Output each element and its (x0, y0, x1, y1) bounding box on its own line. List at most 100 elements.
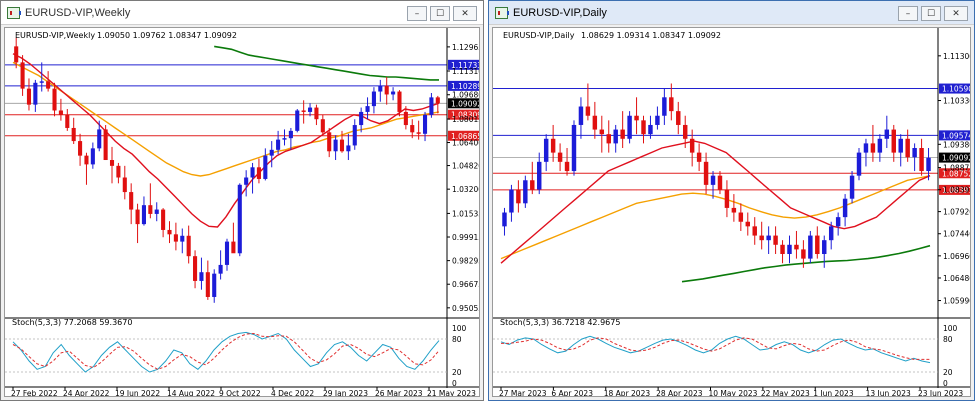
bull-candle (766, 235, 771, 241)
stoch-level-label: 80 (452, 335, 462, 344)
bear-candle (641, 120, 646, 135)
bear-candle (435, 97, 440, 104)
bear-candle (339, 139, 345, 152)
bull-candle (346, 145, 351, 152)
bull-candle (502, 212, 507, 227)
current-level-tag (448, 98, 479, 109)
bear-candle (122, 177, 127, 193)
bear-candle (620, 129, 625, 139)
price-tick-label: 1.01535 (452, 209, 480, 218)
daily-window-title: EURUSD-VIP,Daily (513, 6, 607, 19)
bull-candle (269, 149, 274, 156)
daily-close-button[interactable]: ✕ (944, 6, 968, 21)
bear-candle (20, 62, 25, 89)
bear-candle (724, 189, 730, 208)
red-level-tag (448, 109, 479, 120)
stoch-signal-line (501, 337, 930, 360)
daily-chart-area[interactable]: 1.10590 1.09574 1.09092 1.08752 1.08391 1.11… (492, 27, 971, 397)
bear-candle (116, 165, 121, 178)
price-tick-label: 1.08015 (452, 115, 480, 124)
price-tick-label: 1.08395 (943, 186, 971, 195)
weekly-restore-button[interactable]: ☐ (430, 6, 450, 21)
price-tick-label: 1.12965 (452, 43, 480, 52)
blue-level-tag (939, 83, 970, 94)
weekly-chart-canvas[interactable]: 1.11733 1.10289 1.09092 1.08309 1.06865 1.12… (5, 28, 480, 397)
bull-candle (371, 91, 376, 107)
bear-candle (550, 138, 556, 153)
price-tick-label: 0.95055 (452, 304, 480, 313)
bear-candle (738, 212, 744, 222)
bear-candle (410, 125, 415, 133)
weekly-close-button[interactable]: ✕ (453, 6, 477, 21)
weekly-chart-window[interactable]: EURUSD-VIP,Weekly – ☐ ✕ 1.11733 1.10289 1.… (0, 0, 484, 401)
date-label: 22 May 2023 (761, 389, 810, 397)
bull-candle (537, 161, 542, 190)
bull-candle (359, 111, 364, 126)
bull-candle (39, 81, 44, 83)
bear-candle (606, 134, 611, 144)
horizontal-levels[interactable]: 1.11733 1.10289 1.09092 1.08309 1.06865 (5, 59, 480, 141)
horizontal-levels[interactable]: 1.10590 1.09574 1.09092 1.08752 1.08391 (493, 83, 971, 195)
date-label: 10 May 2023 (709, 389, 758, 397)
stochastic-subwindow[interactable]: 100 80 20 0 (493, 324, 958, 388)
weekly-minimize-button[interactable]: – (407, 6, 427, 21)
bear-candle (167, 229, 172, 235)
bear-candle (905, 138, 910, 158)
bull-candle (263, 155, 268, 179)
bear-candle (256, 167, 261, 179)
date-label: 14 Aug 2022 (167, 389, 215, 397)
bear-candle (65, 114, 70, 128)
blue-level-tag (448, 59, 479, 70)
bull-candle (835, 217, 841, 227)
date-label: 9 Oct 2022 (219, 389, 261, 397)
bear-candle (135, 209, 140, 225)
price-tick-label: 1.06480 (943, 274, 971, 283)
price-tick-label: 1.05990 (943, 297, 971, 306)
bear-candle (58, 110, 63, 115)
bull-candle (627, 115, 632, 139)
bear-candle (794, 244, 799, 250)
date-label: 27 Mar 2023 (499, 389, 547, 397)
bear-candle (314, 107, 319, 120)
daily-minimize-button[interactable]: – (898, 6, 918, 21)
bull-candle (295, 110, 300, 131)
stochastic-subwindow[interactable]: 100 80 20 0 (5, 324, 467, 388)
blue-level-label: 1.09574 (942, 131, 971, 140)
bear-candle (815, 235, 820, 255)
bear-candle (46, 81, 51, 89)
bull-candle (365, 106, 370, 112)
price-tick-label: 1.08875 (943, 164, 971, 173)
red-level-tag (939, 168, 970, 179)
bull-candle (898, 138, 903, 153)
red-level-tag (448, 130, 479, 141)
daily-chart-window[interactable]: EURUSD-VIP,Daily – ☐ ✕ 1.10590 1.09574 1.0… (488, 0, 975, 401)
bull-candle (97, 129, 102, 149)
bear-candle (585, 106, 591, 116)
bull-candle (655, 115, 660, 125)
weekly-title-bar[interactable]: EURUSD-VIP,Weekly – ☐ ✕ (1, 1, 483, 25)
bull-candle (710, 175, 716, 185)
bear-candle (129, 192, 134, 210)
bull-candle (244, 177, 249, 185)
stoch-main-line (12, 331, 440, 373)
bear-candle (205, 272, 210, 297)
bull-candle (543, 138, 549, 162)
bear-candle (689, 138, 695, 153)
bear-candle (397, 91, 402, 112)
date-label: 21 May 2023 (427, 389, 476, 397)
weekly-chart-area[interactable]: 1.11733 1.10289 1.09092 1.08309 1.06865 1.12… (4, 27, 480, 397)
blue-level-tag (448, 80, 479, 91)
bull-candle (224, 241, 230, 265)
bear-candle (592, 115, 598, 130)
bull-candle (282, 138, 287, 140)
bull-candle (391, 91, 396, 95)
bear-candle (103, 129, 108, 161)
bear-candle (26, 88, 32, 105)
current-level-tag (939, 152, 970, 163)
bear-candle (676, 111, 681, 125)
daily-chart-canvas[interactable]: 1.10590 1.09574 1.09092 1.08752 1.08391 1.11… (493, 28, 971, 397)
daily-title-bar[interactable]: EURUSD-VIP,Daily – ☐ ✕ (489, 1, 974, 25)
bull-candle (863, 143, 869, 153)
current-level-label: 1.09092 (942, 154, 971, 163)
daily-restore-button[interactable]: ☐ (921, 6, 941, 21)
